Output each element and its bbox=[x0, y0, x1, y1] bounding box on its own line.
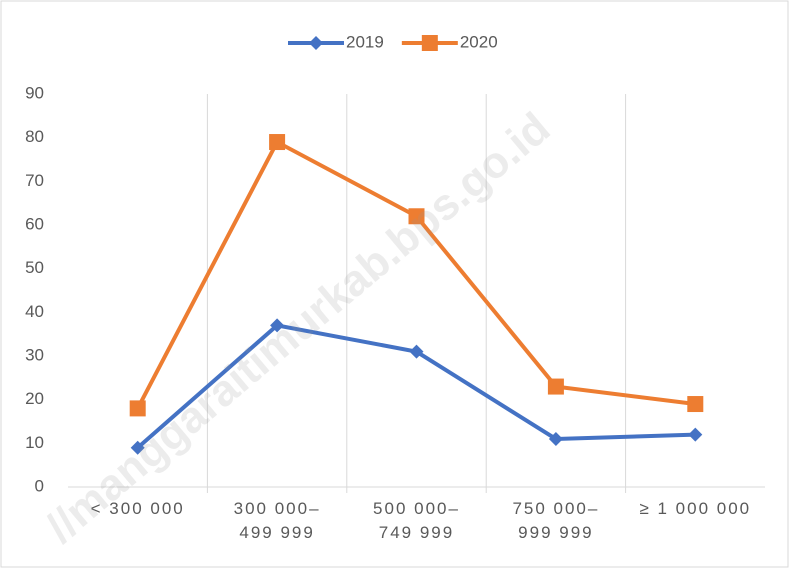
legend-label: 2020 bbox=[460, 32, 498, 51]
y-tick-label: 50 bbox=[25, 258, 44, 277]
marker bbox=[269, 134, 286, 151]
marker bbox=[687, 396, 704, 413]
marker bbox=[270, 318, 285, 333]
legend-label: 2019 bbox=[346, 32, 384, 51]
y-tick-label: 0 bbox=[35, 476, 44, 495]
y-tick-label: 60 bbox=[25, 214, 44, 233]
y-tick-label: 10 bbox=[25, 433, 44, 452]
y-tick-label: 30 bbox=[25, 345, 44, 364]
marker bbox=[129, 400, 146, 417]
x-tick-label: 300 000– 499 999 bbox=[234, 499, 321, 542]
y-tick-label: 90 bbox=[25, 83, 44, 102]
y-tick-label: 80 bbox=[25, 127, 44, 146]
marker bbox=[688, 427, 703, 442]
marker bbox=[408, 208, 425, 225]
y-tick-label: 40 bbox=[25, 302, 44, 321]
marker bbox=[409, 344, 424, 359]
x-tick-label: 500 000– 749 999 bbox=[373, 499, 460, 542]
x-tick-label: 750 000– 999 999 bbox=[512, 499, 599, 542]
x-tick-label: < 300 000 bbox=[91, 499, 185, 518]
x-tick-label: ≥ 1 000 000 bbox=[639, 499, 751, 518]
legend-marker bbox=[309, 36, 323, 50]
marker bbox=[548, 431, 563, 446]
legend-marker bbox=[421, 35, 438, 51]
marker bbox=[130, 440, 145, 455]
y-tick-label: 20 bbox=[25, 389, 44, 408]
marker bbox=[547, 378, 564, 395]
y-tick-label: 70 bbox=[25, 171, 44, 190]
